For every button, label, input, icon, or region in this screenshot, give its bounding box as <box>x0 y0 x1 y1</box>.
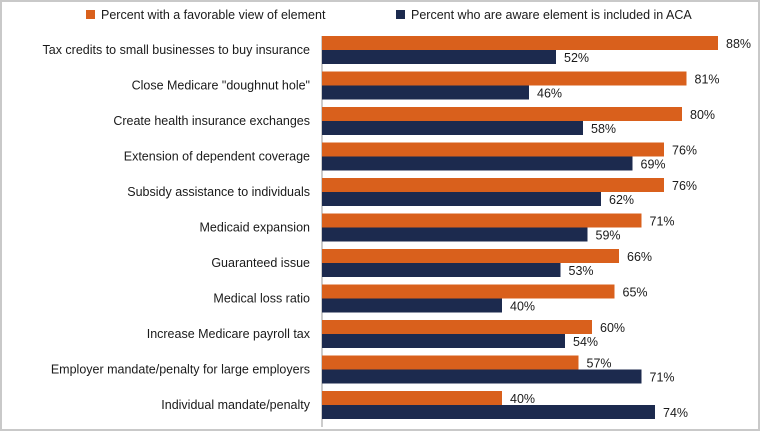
value-label-aware-guaranteed-issue: 53% <box>569 264 594 278</box>
category-label-extension-of-dependent-coverage: Extension of dependent coverage <box>124 150 310 164</box>
value-label-aware-tax-credits-to-small-businesses-to-buy-insurance: 52% <box>564 51 589 65</box>
category-label-increase-medicare-payroll-tax: Increase Medicare payroll tax <box>147 327 311 341</box>
category-label-guaranteed-issue: Guaranteed issue <box>211 256 310 270</box>
category-labels: Tax credits to small businesses to buy i… <box>43 43 311 412</box>
value-label-favorable-extension-of-dependent-coverage: 76% <box>672 144 697 158</box>
value-label-favorable-tax-credits-to-small-businesses-to-buy-insurance: 88% <box>726 37 751 51</box>
bar-favorable-extension-of-dependent-coverage <box>322 142 664 157</box>
category-label-medicaid-expansion: Medicaid expansion <box>200 221 311 235</box>
value-label-favorable-individual-mandate-penalty: 40% <box>510 392 535 406</box>
bar-aware-increase-medicare-payroll-tax <box>322 334 565 348</box>
bar-favorable-increase-medicare-payroll-tax <box>322 320 592 334</box>
category-label-create-health-insurance-exchanges: Create health insurance exchanges <box>113 114 310 128</box>
bar-aware-extension-of-dependent-coverage <box>322 156 633 171</box>
bar-favorable-guaranteed-issue <box>322 249 619 263</box>
legend-swatch-favorable <box>86 10 95 19</box>
value-label-favorable-guaranteed-issue: 66% <box>627 250 652 264</box>
category-label-employer-mandate-penalty-for-large-employers: Employer mandate/penalty for large emplo… <box>51 363 310 377</box>
bar-favorable-individual-mandate-penalty <box>322 391 502 405</box>
bar-aware-medical-loss-ratio <box>322 298 502 313</box>
legend-label-aware: Percent who are aware element is include… <box>411 8 692 22</box>
value-label-aware-individual-mandate-penalty: 74% <box>663 406 688 420</box>
bar-favorable-medical-loss-ratio <box>322 284 615 299</box>
bar-aware-create-health-insurance-exchanges <box>322 121 583 135</box>
value-label-favorable-medicaid-expansion: 71% <box>650 215 675 229</box>
legend: Percent with a favorable view of element… <box>86 8 692 22</box>
bar-favorable-tax-credits-to-small-businesses-to-buy-insurance <box>322 36 718 50</box>
value-label-aware-employer-mandate-penalty-for-large-employers: 71% <box>650 371 675 385</box>
bar-favorable-subsidy-assistance-to-individuals <box>322 178 664 192</box>
value-label-favorable-medical-loss-ratio: 65% <box>623 286 648 300</box>
value-label-favorable-subsidy-assistance-to-individuals: 76% <box>672 179 697 193</box>
value-label-aware-medical-loss-ratio: 40% <box>510 300 535 314</box>
value-label-aware-increase-medicare-payroll-tax: 54% <box>573 335 598 349</box>
bar-aware-close-medicare-doughnut-hole <box>322 85 529 100</box>
category-label-tax-credits-to-small-businesses-to-buy-insurance: Tax credits to small businesses to buy i… <box>43 43 311 57</box>
bar-aware-medicaid-expansion <box>322 227 588 242</box>
legend-label-favorable: Percent with a favorable view of element <box>101 8 326 22</box>
value-label-aware-close-medicare-doughnut-hole: 46% <box>537 87 562 101</box>
legend-swatch-aware <box>396 10 405 19</box>
value-label-favorable-increase-medicare-payroll-tax: 60% <box>600 321 625 335</box>
bar-aware-guaranteed-issue <box>322 263 561 277</box>
bars <box>322 36 718 419</box>
bar-favorable-create-health-insurance-exchanges <box>322 107 682 121</box>
bar-chart: Percent with a favorable view of element… <box>43 8 751 427</box>
category-label-subsidy-assistance-to-individuals: Subsidy assistance to individuals <box>127 185 310 199</box>
value-label-aware-create-health-insurance-exchanges: 58% <box>591 122 616 136</box>
category-label-individual-mandate-penalty: Individual mandate/penalty <box>161 398 310 412</box>
bar-favorable-close-medicare-doughnut-hole <box>322 71 687 86</box>
value-label-favorable-close-medicare-doughnut-hole: 81% <box>695 73 720 87</box>
bar-aware-individual-mandate-penalty <box>322 405 655 419</box>
value-labels: 88% 52% 81% 46% 80% 58% 76% 69% 76% 62% 71% 59% 66% 5… <box>510 37 751 420</box>
category-label-close-medicare-doughnut-hole: Close Medicare "doughnut hole" <box>132 79 310 93</box>
bar-aware-subsidy-assistance-to-individuals <box>322 192 601 206</box>
bar-favorable-employer-mandate-penalty-for-large-employers <box>322 355 579 370</box>
value-label-aware-subsidy-assistance-to-individuals: 62% <box>609 193 634 207</box>
value-label-aware-medicaid-expansion: 59% <box>596 229 621 243</box>
bar-favorable-medicaid-expansion <box>322 213 642 228</box>
value-label-favorable-employer-mandate-penalty-for-large-employers: 57% <box>587 357 612 371</box>
category-label-medical-loss-ratio: Medical loss ratio <box>213 292 310 306</box>
bar-aware-employer-mandate-penalty-for-large-employers <box>322 369 642 384</box>
value-label-favorable-create-health-insurance-exchanges: 80% <box>690 108 715 122</box>
value-label-aware-extension-of-dependent-coverage: 69% <box>641 158 666 172</box>
bar-aware-tax-credits-to-small-businesses-to-buy-insurance <box>322 50 556 64</box>
